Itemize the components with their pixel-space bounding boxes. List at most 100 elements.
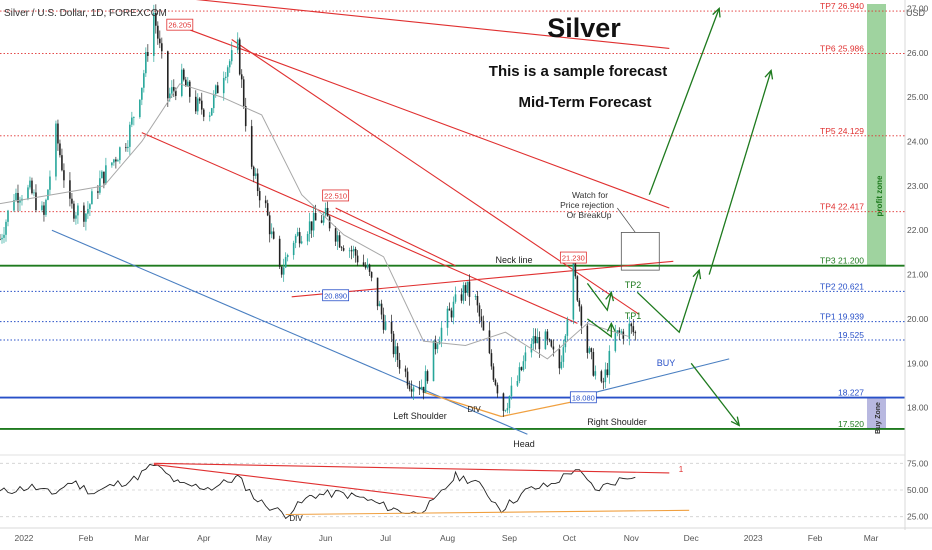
candle-body-123 [340,247,343,249]
candle-body-27 [73,203,75,219]
peak-box-4 [569,391,597,404]
level-label-TP2: TP2 20.621 [820,281,864,291]
candle-body-168 [466,281,469,293]
candle-body-172 [478,305,481,317]
candle-body-39 [105,165,107,184]
candle-body-162 [450,310,453,318]
candle-body-200 [558,349,561,369]
candle-body-11 [29,180,31,188]
candle-body-41 [113,159,115,163]
candle-body-28 [75,215,77,219]
candle-body-34 [91,191,93,205]
peak-label-1: 22.510 [324,191,347,200]
time-tick-13: Feb [808,533,823,543]
arrow-1-head [712,6,721,18]
red-upper-5 [335,207,456,267]
time-tick-14: Mar [864,533,879,543]
candle-body-55 [153,12,155,56]
candle-body-88 [242,79,245,107]
candle-body-69 [188,81,191,97]
candle-body-65 [180,69,183,96]
watch-for-box [620,232,660,271]
candle-body-216 [602,381,605,383]
price-tick-22: 22.00 [907,225,929,235]
rsi-red-2 [153,463,434,500]
candle-body-159 [440,327,443,342]
candle-body-47 [129,124,131,147]
candle-body-210 [586,325,589,353]
candle-body-156 [434,340,437,350]
candle-body-154 [426,371,429,382]
rsi-tick-75: 75.00 [907,458,929,468]
neck-line [291,260,674,298]
peak-box-2 [322,289,350,302]
candle-body-170 [474,295,477,297]
candle-body-101 [280,266,283,275]
candle-body-182 [506,408,509,411]
moving-average-line [0,83,630,360]
candle-body-68 [186,81,189,87]
candle-body-42 [115,159,117,162]
candle-body-184 [510,385,513,397]
rsi-orange [285,509,690,516]
candle-body-212 [590,348,593,352]
candle-body-183 [508,396,511,409]
time-tick-12: 2023 [744,533,763,543]
candle-body-222 [618,330,621,333]
peak-label-3: 21.230 [562,254,585,263]
arrow-4-head [606,321,616,332]
candle-body-92 [254,173,257,176]
candle-body-1 [1,237,3,240]
candle-body-67 [184,79,187,87]
candle-body-51 [141,87,143,100]
level-label-TP6: TP6 25.986 [820,43,864,53]
candle-body-226 [630,323,633,327]
peak-label-2: 20.890 [324,291,347,300]
candle-body-185 [516,381,519,386]
candle-body-153 [424,371,427,393]
candle-body-194 [538,337,541,350]
candle-body-3 [5,221,7,235]
candle-body-206 [574,262,577,277]
candle-body-204 [566,319,569,336]
candle-body-192 [534,336,537,344]
candle-body-7 [17,192,19,203]
price-tick-18: 18.00 [907,403,929,413]
chart-subtitle: This is a sample forecast [489,63,667,80]
candle-body-152 [422,386,425,393]
candle-body-117 [324,207,327,216]
candle-body-199 [552,346,555,350]
watch-for-line-2: Price rejection [560,200,614,210]
candle-body-189 [524,352,527,362]
candle-body-163 [452,301,455,318]
candle-body-24 [63,170,65,181]
candle-body-104 [286,255,289,258]
candle-body-128 [354,248,357,256]
arrow-2-head [764,69,774,80]
candle-body-173 [480,316,483,321]
candle-body-131 [364,265,367,268]
symbol-line: Silver / U.S. Dollar, 1D, FOREXCOM [4,8,167,19]
candle-body-53 [145,52,147,74]
rsi-tick-50: 50.00 [907,485,929,495]
time-tick-10: Nov [624,533,640,543]
candle-body-106 [294,235,297,243]
candle-body-219 [608,350,611,376]
buy-zone-label: Buy Zone [875,402,882,434]
arrow-5 [636,269,700,334]
candle-body-115 [320,220,323,223]
candle-body-72 [198,98,201,101]
candle-body-150 [418,387,421,390]
candle-body-138 [382,314,385,330]
chart-title: Silver [547,13,621,43]
candle-body-113 [312,212,315,231]
candle-body-103 [284,257,287,268]
candle-body-60 [167,51,169,99]
candle-body-215 [600,371,603,382]
price-tick-20: 20.00 [907,314,929,324]
candle-body-95 [264,200,267,204]
candle-body-32 [87,208,89,214]
candle-body-44 [119,147,121,161]
candle-body-221 [616,330,619,334]
price-tick-19: 19.00 [907,358,929,368]
